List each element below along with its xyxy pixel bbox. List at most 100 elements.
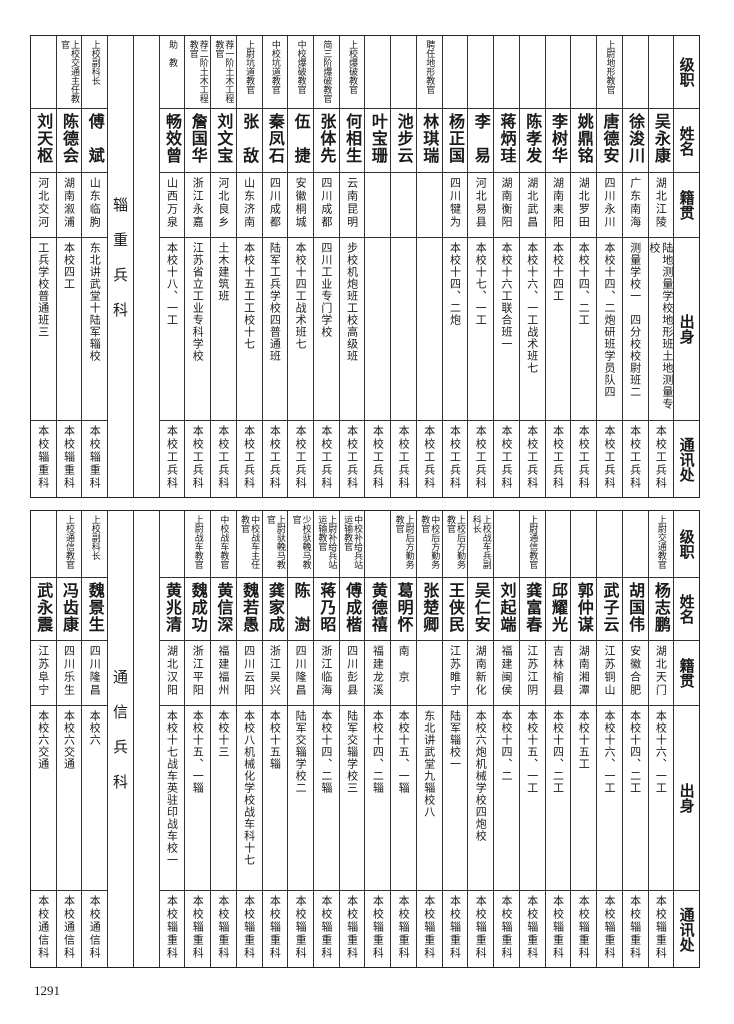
person-column: 杨正国 四川犍为 本校十四、二炮 本校工兵科 xyxy=(441,36,468,497)
person-rank: 中校坑道教官 xyxy=(262,36,288,109)
person-education: 江苏省立工业专科学校 xyxy=(185,238,211,421)
person-education: 本校十五、一辎 xyxy=(185,706,211,891)
person-address: 本校工兵科 xyxy=(397,425,411,490)
person-education: 陆军交辎学校二 xyxy=(288,706,313,891)
person-name: 林琪瑞 xyxy=(416,109,442,173)
person-rank: 上尉通信教官 xyxy=(519,511,545,578)
person-column: 中校战车教官 黄信深 福建福州 本校十三 本校辎重科 xyxy=(210,511,236,967)
person-origin: 安徽桐城 xyxy=(288,173,313,238)
person-rank: 上校副科长 xyxy=(82,36,108,109)
person-column: 武永震 江苏阜宁 本校六交通 本校通信科 xyxy=(30,511,56,967)
person-address: 本校工兵科 xyxy=(345,425,359,490)
blank-column xyxy=(132,511,159,967)
person-origin: 江苏江阴 xyxy=(519,641,545,706)
person-column: 李 易河北易县 本校十七、一工 本校工兵科 xyxy=(467,36,494,497)
person-rank: 上校战车兵副科长 xyxy=(468,511,494,578)
person-address: 本校辎重科 xyxy=(448,895,462,960)
person-rank: 中校补给兵站运输教官 xyxy=(339,511,365,578)
person-address: 本校通信科 xyxy=(62,895,76,960)
roster-table-top: 级职 姓名 籍贯 出身 通讯处 吴永康 湖北江陵 陆地测量学校地形班土地测量专校 本校工兵科 徐浚… xyxy=(30,35,700,498)
person-education: 本校十四工战术班七 xyxy=(288,238,313,421)
person-education: 本校十五、一辎 xyxy=(391,706,416,891)
person-origin: 广东南海 xyxy=(622,173,648,238)
person-address: 本校辎重科 xyxy=(345,895,359,960)
person-column: 郭仲谋 湖南湘潭 本校十五工 本校辎重科 xyxy=(570,511,597,967)
person-origin: 湖北江陵 xyxy=(648,173,674,238)
person-origin xyxy=(416,173,442,238)
person-origin: 云南昆明 xyxy=(339,173,365,238)
person-column: 中校爆破教官伍 捷安徽桐城 本校十四工战术班七 本校工兵科 xyxy=(287,36,313,497)
person-column: 聘任地形教官 林琪瑞 本校工兵科 xyxy=(415,36,442,497)
person-rank: 中校后方勤务教官 xyxy=(416,511,442,578)
person-address: 本校工兵科 xyxy=(422,425,436,490)
person-rank: 助 教 xyxy=(159,36,185,109)
person-origin: 湖南耒阳 xyxy=(545,173,571,238)
person-origin: 四川乐生 xyxy=(56,641,82,706)
person-address: 本校辎重科 xyxy=(268,895,282,960)
person-column: 上尉驮輓马教官 龚家成 浙江吴兴 本校十五辎 本校辎重科 xyxy=(261,511,288,967)
person-address: 本校工兵科 xyxy=(577,425,591,490)
person-rank xyxy=(545,36,571,109)
person-education: 本校十四工 xyxy=(545,238,571,421)
person-origin: 浙江平阳 xyxy=(185,641,211,706)
person-column: 上尉交通教官 杨志鹏 湖北天门 本校十六、一工 本校辎重科 xyxy=(647,511,674,967)
person-education: 本校十五、一工 xyxy=(519,706,545,891)
person-column: 上校副科长 魏景生 四川隆昌 本校六 本校通信科 xyxy=(81,511,108,967)
person-column: 上尉通信教官 龚富春 江苏江阴 本校十五、一工 本校辎重科 xyxy=(518,511,545,967)
person-column: 吴永康 湖北江陵 陆地测量学校地形班土地测量专校 本校工兵科 xyxy=(647,36,674,497)
person-origin: 浙江吴兴 xyxy=(262,641,288,706)
blank-column xyxy=(132,36,159,497)
person-column: 刘天枢 河北交河 工兵学校普通班三 本校辎重科 xyxy=(30,36,56,497)
person-rank xyxy=(545,511,571,578)
person-column: 上尉战车教官 魏成功 浙江平阳 本校十五、一辎 本校辎重科 xyxy=(184,511,211,967)
person-column: 上尉地形教官 唐德安 四川永川 本校十四、二炮研班学员队四 本校工兵科 xyxy=(596,36,622,497)
person-origin: 湖南衡阳 xyxy=(494,173,519,238)
person-rank xyxy=(365,511,391,578)
person-rank: 上尉交通教官 xyxy=(648,511,674,578)
person-name: 吴仁安 xyxy=(468,578,494,641)
person-address: 本校辎重科 xyxy=(191,895,205,960)
person-origin: 湖北汉阳 xyxy=(159,641,185,706)
person-education: 本校十五工工校十七 xyxy=(236,238,262,421)
person-education: 工兵学校普通班三 xyxy=(30,238,56,421)
person-education: 东北讲武堂十陆军辎校 xyxy=(82,238,108,421)
person-name: 畅效曾 xyxy=(159,109,185,173)
person-column: 姚鼎铭 湖北罗田 本校十四、二工 本校工兵科 xyxy=(570,36,597,497)
person-origin: 四川隆昌 xyxy=(288,641,313,706)
person-name: 魏若愚 xyxy=(236,578,262,641)
person-column: 叶宝珊 本校工兵科 xyxy=(364,36,391,497)
person-name: 武子云 xyxy=(597,578,622,641)
header-rank: 级职 xyxy=(674,36,699,109)
person-address: 本校辎重科 xyxy=(628,895,642,960)
person-origin: 湖北罗田 xyxy=(571,173,597,238)
person-origin: 浙江临海 xyxy=(313,641,339,706)
person-rank xyxy=(519,36,545,109)
person-origin: 南 京 xyxy=(391,641,416,706)
person-column: 黄兆清 湖北汉阳 本校十七战车英驻印战车校一 本校辎重科 xyxy=(158,511,185,967)
person-education: 土木建筑班 xyxy=(211,238,236,421)
person-rank xyxy=(365,36,391,109)
person-origin: 山东济南 xyxy=(236,173,262,238)
person-address: 本校工兵科 xyxy=(628,425,642,490)
person-name: 胡国伟 xyxy=(622,578,648,641)
section-label: 辎重兵科 xyxy=(107,36,133,497)
person-name: 张体先 xyxy=(313,109,339,173)
person-education: 本校十六、一工战术班七 xyxy=(519,238,545,421)
person-education xyxy=(416,238,442,421)
person-name: 张楚卿 xyxy=(416,578,442,641)
person-column: 刘起端 福建闽侯 本校十四、二 本校辎重科 xyxy=(493,511,519,967)
person-name: 郭仲谋 xyxy=(571,578,597,641)
person-rank: 中校战车主任教官 xyxy=(236,511,262,578)
person-address: 本校辎重科 xyxy=(602,895,616,960)
person-origin xyxy=(391,173,416,238)
person-origin xyxy=(416,641,442,706)
person-origin: 湖南湘潭 xyxy=(571,641,597,706)
person-address: 本校工兵科 xyxy=(448,425,462,490)
person-column: 荐一阶土木工程教官 刘文宝 河北良乡 土木建筑班 本校工兵科 xyxy=(210,36,236,497)
person-education: 测量学校一 四分校校尉班二 xyxy=(622,238,648,421)
person-column: 中校战车主任教官 魏若愚 四川云阳 本校八机械化学校战车科十七 本校辎重科 xyxy=(235,511,262,967)
person-rank xyxy=(571,36,597,109)
header-education: 出身 xyxy=(674,238,699,421)
person-rank: 少校驮輓马教官 xyxy=(288,511,313,578)
person-education: 本校六交通 xyxy=(56,706,82,891)
